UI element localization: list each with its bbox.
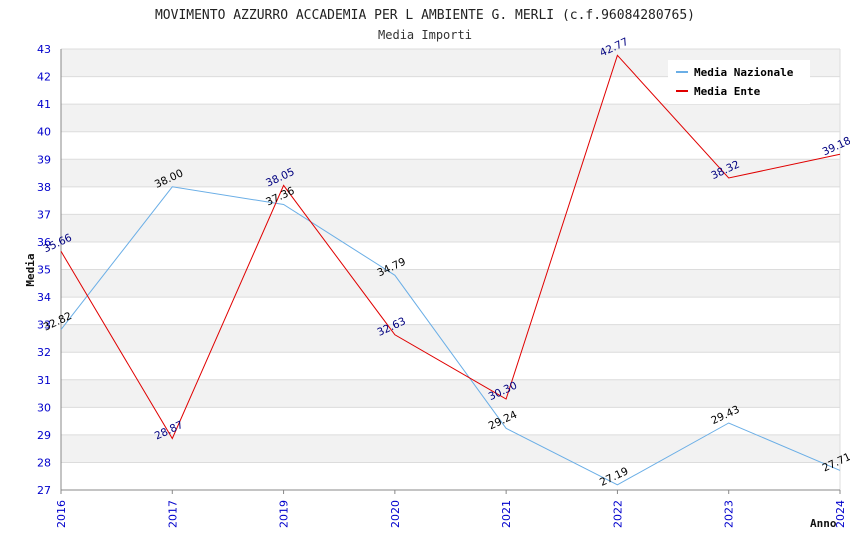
y-tick-label: 43	[37, 43, 51, 56]
x-tick-label: 2021	[500, 500, 513, 528]
grid-band	[61, 269, 840, 298]
grid-band	[61, 324, 840, 353]
chart-subtitle: Media Importi	[378, 28, 472, 42]
y-tick-label: 38	[37, 181, 51, 194]
axes	[60, 49, 841, 494]
y-tick-label: 40	[37, 126, 51, 139]
y-tick-label: 29	[37, 429, 51, 442]
grid-band	[61, 214, 840, 242]
grid-band	[61, 434, 840, 463]
x-tick-label: 2017	[166, 500, 179, 528]
y-tick-label: 34	[37, 291, 51, 304]
legend-entry: Media Nazionale	[694, 66, 794, 79]
y-tick-label: 27	[37, 484, 51, 497]
y-axis-label: Media	[24, 253, 37, 286]
y-tick-label: 42	[37, 71, 51, 84]
y-tick-label: 35	[37, 264, 51, 277]
y-tick-label: 39	[37, 153, 51, 166]
x-tick-label: 2020	[389, 500, 402, 528]
y-tick-label: 36	[37, 236, 51, 249]
grid-band	[61, 352, 840, 380]
x-tick-label: 2016	[55, 500, 68, 528]
grid-bands	[61, 49, 840, 490]
x-tick-label: 2024	[834, 500, 847, 528]
grid-band	[61, 462, 840, 490]
x-tick-label: 2019	[278, 500, 291, 528]
y-tick-label: 31	[37, 374, 51, 387]
grid-band	[61, 379, 840, 408]
y-tick-labels: 27 28 29 30 31 32 33 34 35 36 37 38 39 40 41 42 43	[37, 43, 51, 497]
legend-entry: Media Ente	[694, 85, 761, 98]
grid-band	[61, 297, 840, 325]
legend: Media Nazionale Media Ente	[668, 60, 810, 104]
grid-band	[61, 104, 840, 132]
grid-band	[61, 407, 840, 435]
y-tick-label: 37	[37, 208, 51, 221]
x-axis-label: Anno	[810, 517, 837, 530]
y-tick-label: 28	[37, 456, 51, 469]
y-tick-label: 32	[37, 346, 51, 359]
grid-band	[61, 241, 840, 270]
grid-lines	[61, 48, 841, 491]
series-lines	[60, 54, 841, 486]
grid-band	[61, 186, 840, 215]
grid-band	[61, 131, 840, 160]
grid-band	[61, 159, 840, 187]
y-tick-label: 33	[37, 319, 51, 332]
series-line	[60, 54, 841, 440]
y-tick-label: 30	[37, 401, 51, 414]
chart-title: MOVIMENTO AZZURRO ACCADEMIA PER L AMBIEN…	[155, 8, 695, 23]
y-tick-label: 41	[37, 98, 51, 111]
x-tick-label: 2022	[611, 500, 624, 528]
series-line	[60, 186, 841, 486]
legend-box	[668, 60, 810, 104]
x-tick-labels: 2016 2017 2019 2020 2021 2022 2023 2024	[55, 500, 847, 528]
x-tick-label: 2023	[723, 500, 736, 528]
